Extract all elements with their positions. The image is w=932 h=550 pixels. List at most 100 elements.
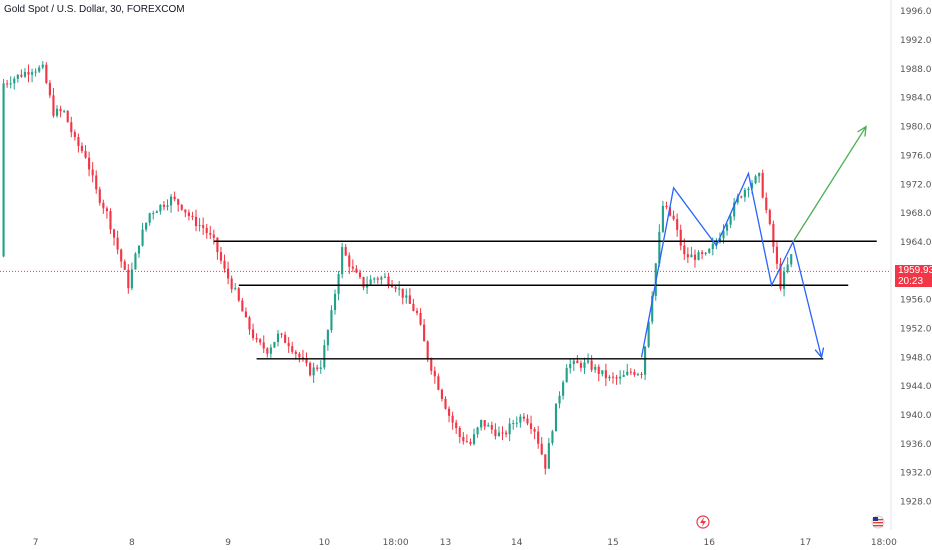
price-axis[interactable]: 1928.00 1932.00 1936.00 1940.00 1944.00 1948.… <box>900 7 932 507</box>
candle <box>558 391 561 409</box>
price-tick-label: 1996.00 <box>900 7 932 17</box>
candle <box>658 224 661 267</box>
candle <box>170 193 173 213</box>
lightning-icon[interactable] <box>696 515 710 529</box>
candle <box>248 315 251 335</box>
candle <box>184 209 187 218</box>
candle <box>725 223 729 236</box>
candle <box>661 200 664 233</box>
price-tick-label: 1972.00 <box>900 180 932 190</box>
candle <box>743 187 746 202</box>
candle <box>633 369 636 377</box>
candle <box>291 341 294 355</box>
candle <box>583 357 586 374</box>
bullish-arrow[interactable] <box>792 126 867 243</box>
candle <box>733 198 736 221</box>
us-flag-icon[interactable] <box>871 515 885 529</box>
candle <box>191 211 194 221</box>
candle <box>341 242 344 279</box>
candle <box>48 80 51 99</box>
candle <box>790 253 793 268</box>
candle <box>202 217 205 235</box>
price-tick-label: 1956.00 <box>900 296 932 306</box>
candle <box>786 257 789 274</box>
candle <box>494 423 497 440</box>
last-price-value: 1959.93 <box>898 265 932 277</box>
candle <box>333 289 337 315</box>
candle <box>401 288 404 305</box>
candle <box>13 76 16 90</box>
candle <box>63 109 66 114</box>
candle <box>512 419 515 430</box>
candle <box>123 259 126 270</box>
candle <box>70 116 73 138</box>
candle <box>572 358 575 372</box>
candle <box>155 210 158 214</box>
candle <box>251 323 255 341</box>
candle <box>722 224 725 244</box>
candle <box>423 319 426 342</box>
candle <box>298 352 301 363</box>
candle <box>323 339 326 370</box>
candle <box>223 254 226 273</box>
candle <box>640 371 643 379</box>
candle <box>205 223 208 239</box>
candle <box>622 370 625 378</box>
candle <box>693 249 697 268</box>
candle <box>134 252 137 270</box>
candle <box>20 69 23 78</box>
candle <box>779 257 782 291</box>
candle <box>665 201 668 210</box>
candle <box>419 308 422 326</box>
candle <box>772 220 775 254</box>
candle <box>387 272 390 289</box>
candle <box>227 261 230 285</box>
candle <box>615 374 618 385</box>
time-tick-label: 7 <box>33 538 39 548</box>
candle <box>308 361 312 377</box>
candle <box>130 262 133 291</box>
candle <box>80 142 84 154</box>
candle <box>187 209 190 221</box>
candle <box>487 422 490 427</box>
candle <box>237 286 240 303</box>
candle <box>152 210 155 220</box>
time-tick-label: 9 <box>225 538 231 548</box>
candle <box>145 222 148 232</box>
projection-path[interactable] <box>640 171 823 358</box>
candle <box>88 151 91 177</box>
candle <box>604 363 607 386</box>
candle <box>180 204 183 212</box>
candle <box>783 266 786 297</box>
candle <box>91 162 94 183</box>
candle <box>141 222 144 247</box>
time-tick-label: 16 <box>704 538 716 548</box>
candle <box>255 333 258 343</box>
candle <box>565 364 568 383</box>
candle <box>280 332 283 338</box>
candle <box>469 438 472 446</box>
candle <box>112 228 116 246</box>
candle <box>166 199 169 211</box>
candle <box>505 430 508 438</box>
candle <box>52 88 55 118</box>
candle <box>508 418 511 442</box>
candle <box>768 208 771 226</box>
candle <box>348 252 351 275</box>
candle <box>6 79 9 88</box>
candle <box>686 247 689 264</box>
candle <box>765 192 768 214</box>
candle <box>73 129 76 141</box>
price-tick-label: 1984.00 <box>900 94 932 104</box>
candle <box>95 170 98 194</box>
candle <box>647 321 650 348</box>
candle <box>697 250 700 261</box>
candle <box>383 272 386 279</box>
time-axis[interactable]: 7 8 9 10 18:00 13 14 15 16 17 18:00 <box>33 538 897 548</box>
candle <box>219 246 223 264</box>
drawing-overlay <box>640 125 867 359</box>
candle <box>351 259 354 273</box>
candle <box>394 284 397 293</box>
price-tick-label: 1980.00 <box>900 123 932 133</box>
